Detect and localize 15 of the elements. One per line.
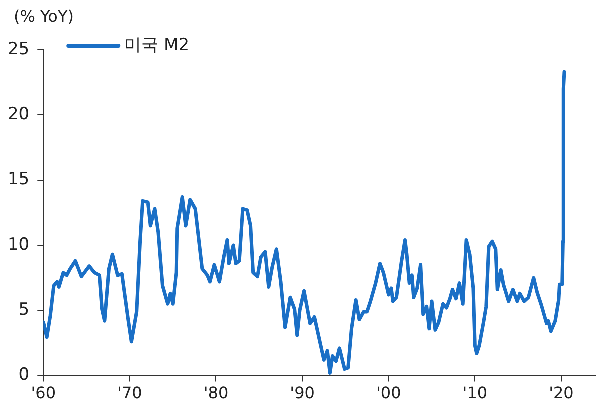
- x-tick-label: '60: [31, 384, 56, 403]
- x-tick-label: '90: [290, 384, 315, 403]
- legend-label: 미국 M2: [124, 35, 190, 56]
- x-tick-label: '70: [118, 384, 142, 403]
- y-tick-label: 5: [18, 300, 30, 320]
- y-tick-label: 25: [8, 39, 30, 60]
- y-tick-label: 15: [8, 170, 30, 190]
- y-tick-label: 20: [8, 104, 30, 125]
- x-tick-label: '00: [376, 384, 402, 403]
- x-tick-label: '10: [462, 384, 488, 403]
- y-tick-label: 0: [18, 365, 30, 386]
- x-tick-label: '20: [549, 384, 574, 403]
- x-tick-label: '80: [204, 384, 229, 403]
- y-axis-title: (% YoY): [14, 7, 74, 26]
- y-tick-label: 10: [8, 234, 30, 255]
